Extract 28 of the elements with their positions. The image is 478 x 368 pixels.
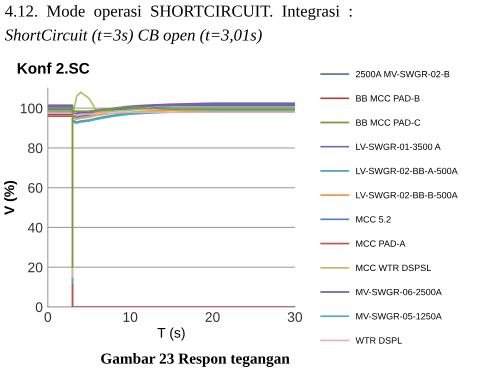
legend-label: MCC WTR DSPSL [356, 264, 431, 272]
legend-label: BB MCC PAD-B [356, 95, 420, 102]
x-tick-label: 10 [124, 312, 138, 322]
y-tick-label: 0 [36, 302, 42, 312]
legend-label: MCC PAD-A [356, 240, 406, 247]
text: ShortCircuit (t=3s) CB open (t=3,01s) [4, 28, 262, 44]
y-tick-label: 60 [28, 183, 42, 193]
legend-label: LV-SWGR-02-BB-A-500A [356, 168, 458, 174]
y-tick-label: 80 [28, 143, 42, 154]
y-tick-label: 100 [20, 104, 42, 114]
legend-label: MV-SWGR-05-1250A [356, 313, 442, 320]
x-tick-label: 30 [288, 312, 302, 322]
legend-label: MV-SWGR-06-2500A [356, 288, 442, 296]
legend-label: BB MCC PAD-C [356, 119, 420, 126]
legend-label: MCC 5.2 [356, 216, 391, 223]
legend-label: LV-SWGR-02-BB-B-500A [356, 192, 458, 198]
x-tick-label: 20 [206, 312, 220, 322]
x-tick-label: 0 [44, 312, 52, 322]
legend-label: LV-SWGR-01-3500 A [356, 144, 441, 150]
legend-label: 2500A MV-SWGR-02-B [356, 70, 450, 78]
y-tick-label: 20 [28, 262, 42, 272]
x-axis-title: T (s) [158, 328, 185, 340]
text: Gambar 23 Respon tegangan [101, 352, 290, 367]
chart-title: Konf 2.SC [18, 62, 90, 74]
y-axis-title: V (%) [4, 180, 17, 215]
y-tick-label: 40 [28, 222, 42, 233]
text: 4.12. Mode operasi SHORTCIRCUIT. Integrasi : [5, 4, 352, 20]
legend-label: WTR DSPL [356, 337, 402, 344]
